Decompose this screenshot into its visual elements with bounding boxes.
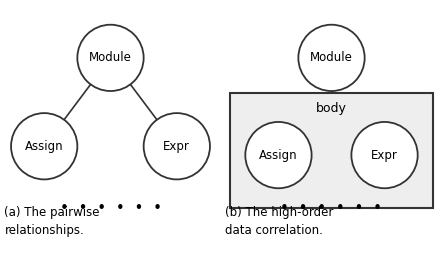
Text: Assign: Assign — [259, 149, 298, 162]
Text: Module: Module — [310, 51, 353, 64]
Text: •  •  •  •  •  •: • • • • • • — [60, 201, 161, 216]
Circle shape — [351, 122, 418, 188]
Text: Module: Module — [89, 51, 132, 64]
Circle shape — [298, 25, 365, 91]
Text: (b) The high-order
data correlation.: (b) The high-order data correlation. — [225, 206, 334, 237]
Text: body: body — [316, 102, 347, 115]
Circle shape — [144, 113, 210, 179]
Text: (a) The pairwise
relationships.: (a) The pairwise relationships. — [4, 206, 100, 237]
Bar — [230, 93, 433, 208]
Text: Assign: Assign — [25, 140, 64, 153]
Text: •  •  •  •  •  •: • • • • • • — [281, 201, 382, 216]
Text: Expr: Expr — [371, 149, 398, 162]
Circle shape — [245, 122, 312, 188]
Circle shape — [11, 113, 77, 179]
Circle shape — [77, 25, 144, 91]
Text: Expr: Expr — [164, 140, 190, 153]
